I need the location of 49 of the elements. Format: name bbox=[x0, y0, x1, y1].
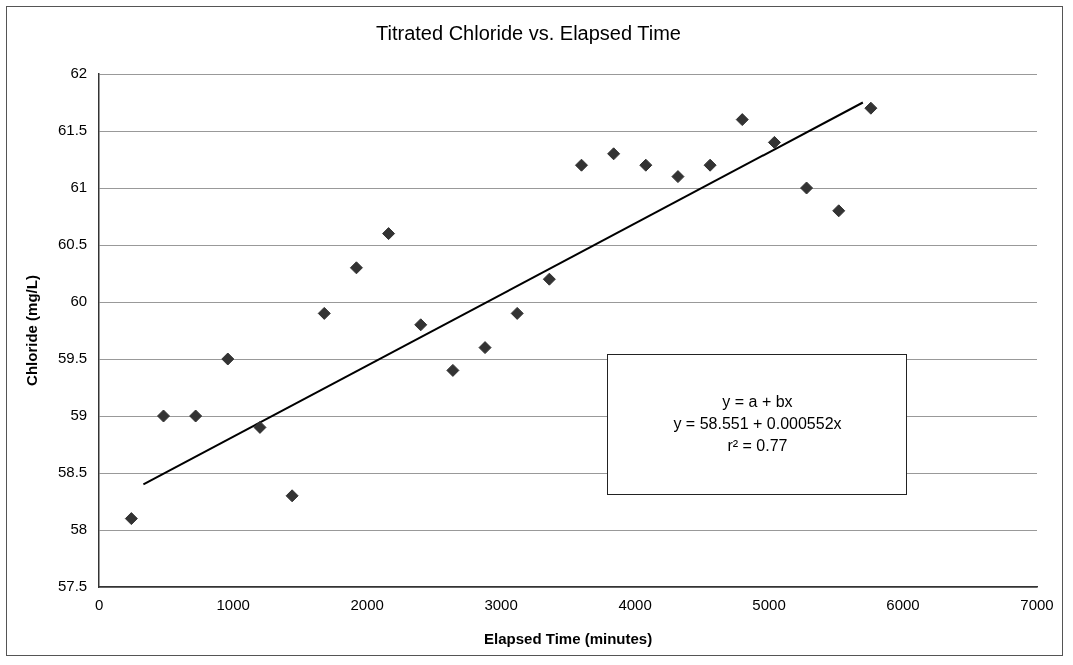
point bbox=[574, 158, 588, 172]
point bbox=[767, 135, 781, 149]
point bbox=[510, 306, 524, 320]
y-tick-label: 60 bbox=[70, 292, 88, 310]
y-tick-label: 59 bbox=[70, 406, 88, 424]
point bbox=[478, 341, 492, 355]
annotation: y = a + bx bbox=[722, 392, 793, 413]
x-tick-label: 5000 bbox=[752, 596, 786, 614]
x-tick-label: 0 bbox=[95, 596, 104, 614]
point bbox=[157, 409, 170, 423]
y-axis-title: Chloride (mg/L) bbox=[23, 275, 41, 386]
point bbox=[832, 204, 846, 218]
point bbox=[671, 170, 685, 184]
point bbox=[124, 512, 138, 526]
y-tick-label: 58 bbox=[70, 520, 88, 538]
point bbox=[703, 158, 717, 172]
point bbox=[800, 181, 814, 195]
y-tick-label: 58.5 bbox=[57, 463, 88, 481]
point bbox=[382, 227, 396, 241]
annotation: y = 58.551 + 0.000552x bbox=[673, 414, 842, 435]
x-tick-label: 6000 bbox=[886, 596, 920, 614]
x-axis-title: Elapsed Time (minutes) bbox=[484, 630, 653, 648]
x-tick-label: 4000 bbox=[618, 596, 652, 614]
y-tick-label: 62 bbox=[70, 64, 88, 82]
point bbox=[253, 420, 267, 434]
point bbox=[285, 489, 299, 503]
point bbox=[607, 147, 621, 161]
y-tick-label: 59.5 bbox=[57, 349, 88, 367]
point bbox=[542, 272, 556, 286]
y-tick-label: 57.5 bbox=[57, 577, 88, 595]
text-box: y = a + bx y = 58.551 + 0.000552x r² = 0.77 bbox=[607, 353, 908, 495]
point bbox=[735, 113, 749, 127]
y-tick-label: 61 bbox=[70, 178, 88, 196]
point bbox=[414, 318, 428, 332]
point bbox=[446, 363, 460, 377]
x-tick-label: 3000 bbox=[484, 596, 518, 614]
y-tick-label: 60.5 bbox=[57, 235, 88, 253]
point bbox=[864, 101, 878, 115]
point bbox=[639, 158, 653, 172]
y-tick-label: 61.5 bbox=[57, 121, 88, 139]
point bbox=[189, 409, 203, 423]
x-tick-label: 2000 bbox=[350, 596, 384, 614]
annotation: r² = 0.77 bbox=[727, 436, 788, 457]
point bbox=[317, 306, 331, 320]
point bbox=[221, 352, 235, 366]
point bbox=[349, 261, 363, 275]
x-tick-label: 7000 bbox=[1020, 596, 1054, 614]
chart-title: Titrated Chloride vs. Elapsed Time bbox=[376, 21, 681, 44]
x-tick-label: 1000 bbox=[216, 596, 250, 614]
